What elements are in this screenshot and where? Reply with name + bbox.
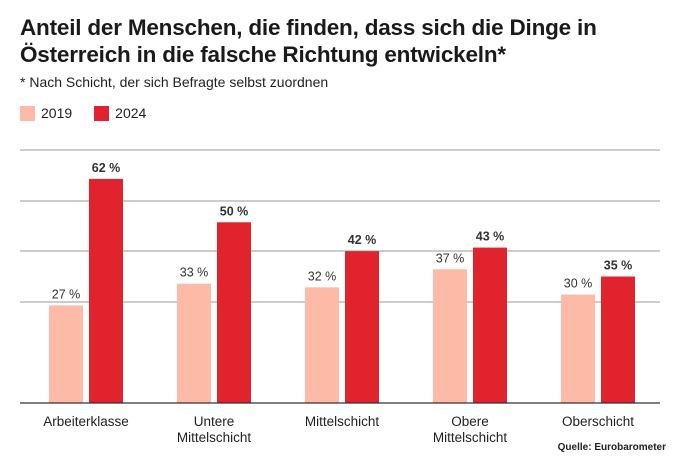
bar-2019 [305, 287, 339, 403]
category-label: Untere [194, 414, 235, 429]
data-label-2019: 33 % [180, 266, 209, 280]
bar-2024 [473, 247, 507, 403]
legend-swatch-2024 [94, 105, 110, 121]
category-label: Mittelschicht [177, 430, 252, 445]
data-label-2024: 62 % [92, 161, 121, 175]
category-label: Mittelschicht [305, 414, 380, 429]
legend-label-2024: 2024 [115, 105, 147, 121]
data-label-2024: 42 % [348, 233, 377, 247]
source-note: Quelle: Eurobarometer [557, 442, 666, 453]
data-label-2019: 27 % [52, 287, 81, 301]
bar-2019 [433, 269, 467, 403]
bar-2024 [345, 251, 379, 403]
data-label-2024: 50 % [220, 204, 249, 218]
data-label-2019: 32 % [308, 269, 337, 283]
category-label: Oberschicht [562, 414, 634, 429]
legend-label-2019: 2019 [41, 105, 73, 121]
chart-title: Anteil der Menschen, die finden, dass si… [20, 15, 597, 67]
data-label-2024: 43 % [476, 230, 505, 244]
bar-2024 [601, 276, 635, 403]
chart-subtitle: * Nach Schicht, der sich Befragte selbst… [20, 74, 329, 90]
data-label-2024: 35 % [604, 259, 633, 273]
bar-2024 [217, 222, 251, 403]
category-label: Mittelschicht [433, 430, 508, 445]
category-label: Arbeiterklasse [43, 414, 129, 429]
legend-item-2024: 2024 [94, 105, 146, 121]
bar-2019 [49, 305, 83, 403]
legend: 2019 2024 [20, 105, 168, 121]
legend-item-2019: 2019 [20, 105, 72, 121]
bar-2024 [89, 178, 123, 403]
bar-2019 [561, 294, 595, 403]
bar-2019 [177, 283, 211, 403]
legend-swatch-2019 [20, 105, 35, 121]
data-label-2019: 30 % [564, 277, 593, 291]
category-label: Obere [451, 414, 489, 429]
data-label-2019: 37 % [436, 251, 465, 265]
